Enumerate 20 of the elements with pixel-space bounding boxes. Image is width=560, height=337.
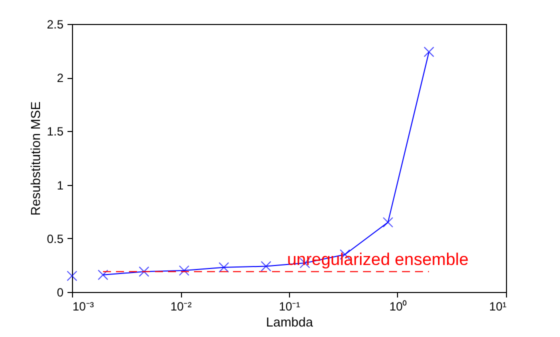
x-tick-label: 10⁻³: [72, 300, 94, 314]
x-tick-label: 10¹: [489, 300, 507, 314]
y-tick-label: 2: [56, 71, 64, 86]
point: [218, 262, 230, 273]
point: [382, 217, 394, 228]
point: [98, 270, 108, 280]
point: [424, 46, 434, 58]
point: [138, 266, 150, 277]
x-tick-label: 10⁰: [389, 300, 407, 314]
point: [260, 261, 272, 272]
y-tick-label: 1: [56, 178, 64, 192]
x-tick-label: 10⁻²: [170, 300, 192, 314]
y-tick-label: 2.5: [46, 18, 64, 32]
y-tick-label: 1.5: [46, 124, 64, 139]
y-axis-title: Resubstitution MSE: [28, 101, 43, 216]
point: [178, 265, 190, 276]
x-axis-title: Lambda: [266, 314, 314, 330]
y-tick-label: 0: [56, 286, 64, 300]
x-tick-label: 10⁻¹: [278, 300, 300, 314]
y-tick-label: 0.5: [46, 232, 64, 246]
